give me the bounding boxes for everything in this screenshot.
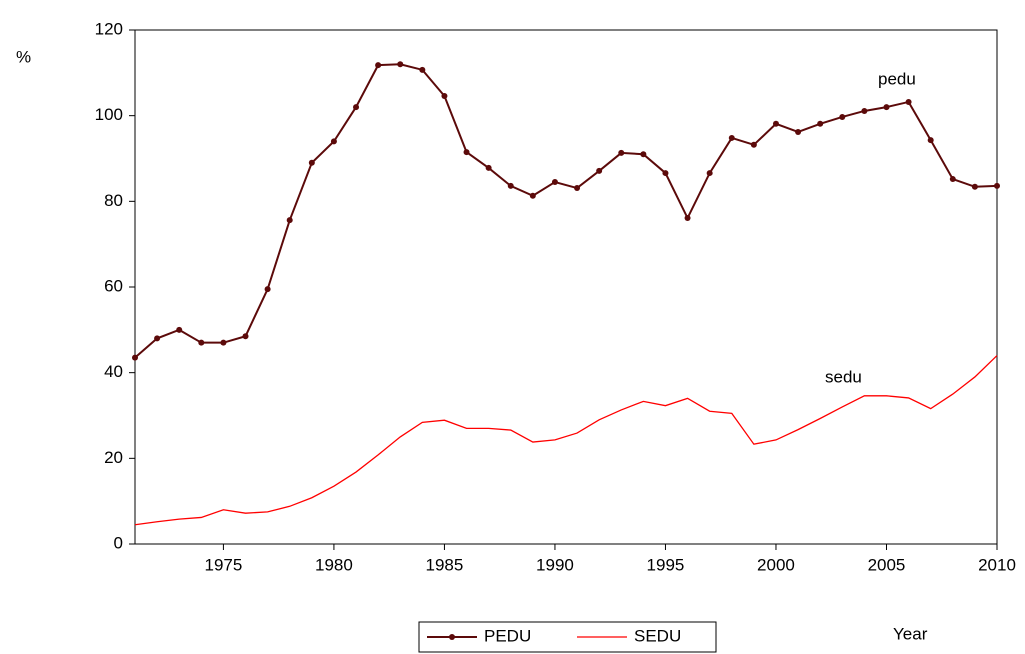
marker bbox=[198, 339, 205, 346]
marker bbox=[618, 149, 625, 156]
series-line bbox=[134, 355, 998, 526]
marker bbox=[220, 339, 227, 346]
y-tick-label: 80 bbox=[104, 191, 123, 210]
marker bbox=[375, 62, 382, 69]
marker bbox=[817, 120, 824, 127]
legend-label: PEDU bbox=[484, 626, 531, 645]
x-tick-label: 1980 bbox=[315, 555, 353, 574]
annotation: sedu bbox=[825, 367, 862, 386]
marker bbox=[551, 179, 558, 186]
marker bbox=[949, 176, 956, 183]
annotation: pedu bbox=[878, 69, 916, 88]
legend-marker bbox=[449, 634, 455, 640]
marker bbox=[905, 98, 912, 105]
marker bbox=[397, 61, 404, 68]
marker bbox=[353, 104, 360, 111]
marker bbox=[286, 217, 293, 224]
marker bbox=[485, 164, 492, 171]
marker bbox=[441, 92, 448, 99]
marker bbox=[132, 354, 138, 361]
marker bbox=[684, 215, 691, 222]
marker bbox=[662, 170, 669, 177]
marker bbox=[574, 185, 581, 192]
marker bbox=[264, 286, 271, 293]
x-tick-label: 2010 bbox=[978, 555, 1016, 574]
x-tick-label: 1990 bbox=[536, 555, 574, 574]
x-tick-label: 2000 bbox=[757, 555, 795, 574]
marker bbox=[728, 134, 735, 141]
x-tick-label: 1995 bbox=[647, 555, 685, 574]
y-tick-label: 20 bbox=[104, 448, 123, 467]
marker bbox=[971, 183, 978, 190]
marker bbox=[772, 120, 779, 127]
marker bbox=[750, 141, 757, 148]
y-tick-label: 0 bbox=[114, 533, 123, 552]
y-tick-label: 40 bbox=[104, 362, 123, 381]
legend-label: SEDU bbox=[634, 626, 681, 645]
marker bbox=[795, 128, 802, 135]
x-axis-label: Year bbox=[893, 624, 928, 643]
marker bbox=[242, 333, 249, 340]
y-tick-label: 60 bbox=[104, 276, 123, 295]
marker bbox=[994, 182, 1000, 189]
marker bbox=[308, 159, 315, 166]
series-line bbox=[134, 63, 998, 359]
plot-frame bbox=[134, 29, 998, 545]
marker bbox=[883, 104, 890, 111]
x-tick-label: 1975 bbox=[204, 555, 242, 574]
marker bbox=[419, 66, 426, 73]
y-axis-label: % bbox=[16, 47, 31, 66]
y-tick-label: 100 bbox=[95, 105, 123, 124]
marker bbox=[640, 151, 647, 158]
x-tick-label: 1985 bbox=[426, 555, 464, 574]
marker bbox=[330, 138, 337, 145]
marker bbox=[463, 149, 470, 156]
marker bbox=[176, 326, 183, 333]
marker bbox=[706, 170, 713, 177]
y-tick-label: 120 bbox=[95, 19, 123, 38]
marker bbox=[154, 335, 161, 342]
marker bbox=[596, 167, 603, 174]
marker bbox=[529, 192, 536, 199]
marker bbox=[861, 107, 868, 114]
x-tick-label: 2005 bbox=[868, 555, 906, 574]
marker bbox=[927, 137, 934, 144]
marker bbox=[507, 182, 514, 189]
marker bbox=[839, 113, 846, 120]
